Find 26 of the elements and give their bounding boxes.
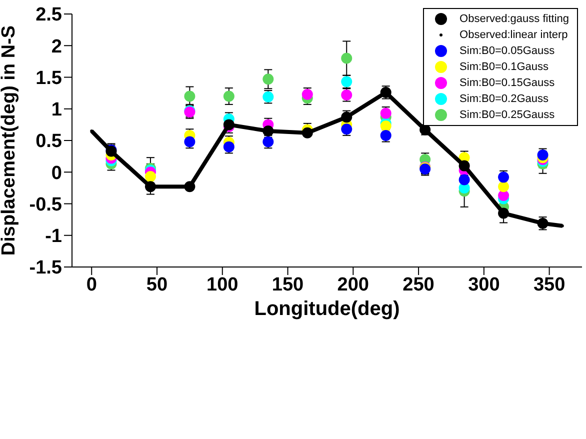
x-tick-label: 200 (337, 274, 370, 296)
x-tick-label: 100 (206, 274, 238, 296)
legend-label: Observed:linear interp (460, 29, 568, 41)
x-tick-label: 0 (86, 274, 97, 296)
x-tick-label: 50 (146, 274, 168, 296)
y-tick-label: 1.5 (36, 68, 62, 89)
y-tick-label: 2 (51, 36, 62, 58)
y-tick-label: -1.5 (29, 258, 62, 279)
legend-label: Sim:B0=0.15Gauss (460, 77, 555, 89)
legend-label: Observed:gauss fitting (460, 13, 569, 25)
legend-label: Sim:B0=0.2Gauss (460, 93, 549, 105)
legend-label: Sim:B0=0.25Gauss (460, 109, 555, 121)
x-tick-label: 150 (272, 274, 304, 296)
x-tick-label: 300 (468, 274, 500, 296)
x-tick-label: 350 (533, 274, 566, 296)
y-axis-title: Displacement(deg) in N-S (0, 25, 20, 256)
y-tick-label: -0.5 (29, 194, 62, 216)
y-tick-label: -1 (45, 226, 62, 248)
x-axis-title: Longitude(deg) (254, 298, 400, 320)
x-tick-label: 250 (402, 274, 434, 296)
legend-label: Sim:B0=0.05Gauss (460, 45, 555, 57)
y-tick-label: 0 (51, 162, 62, 184)
y-tick-label: 1 (51, 100, 62, 121)
legend-label: Sim:B0=0.1Gauss (460, 61, 549, 73)
y-tick-label: 2.5 (36, 4, 62, 26)
y-tick-label: 0.5 (36, 131, 62, 152)
